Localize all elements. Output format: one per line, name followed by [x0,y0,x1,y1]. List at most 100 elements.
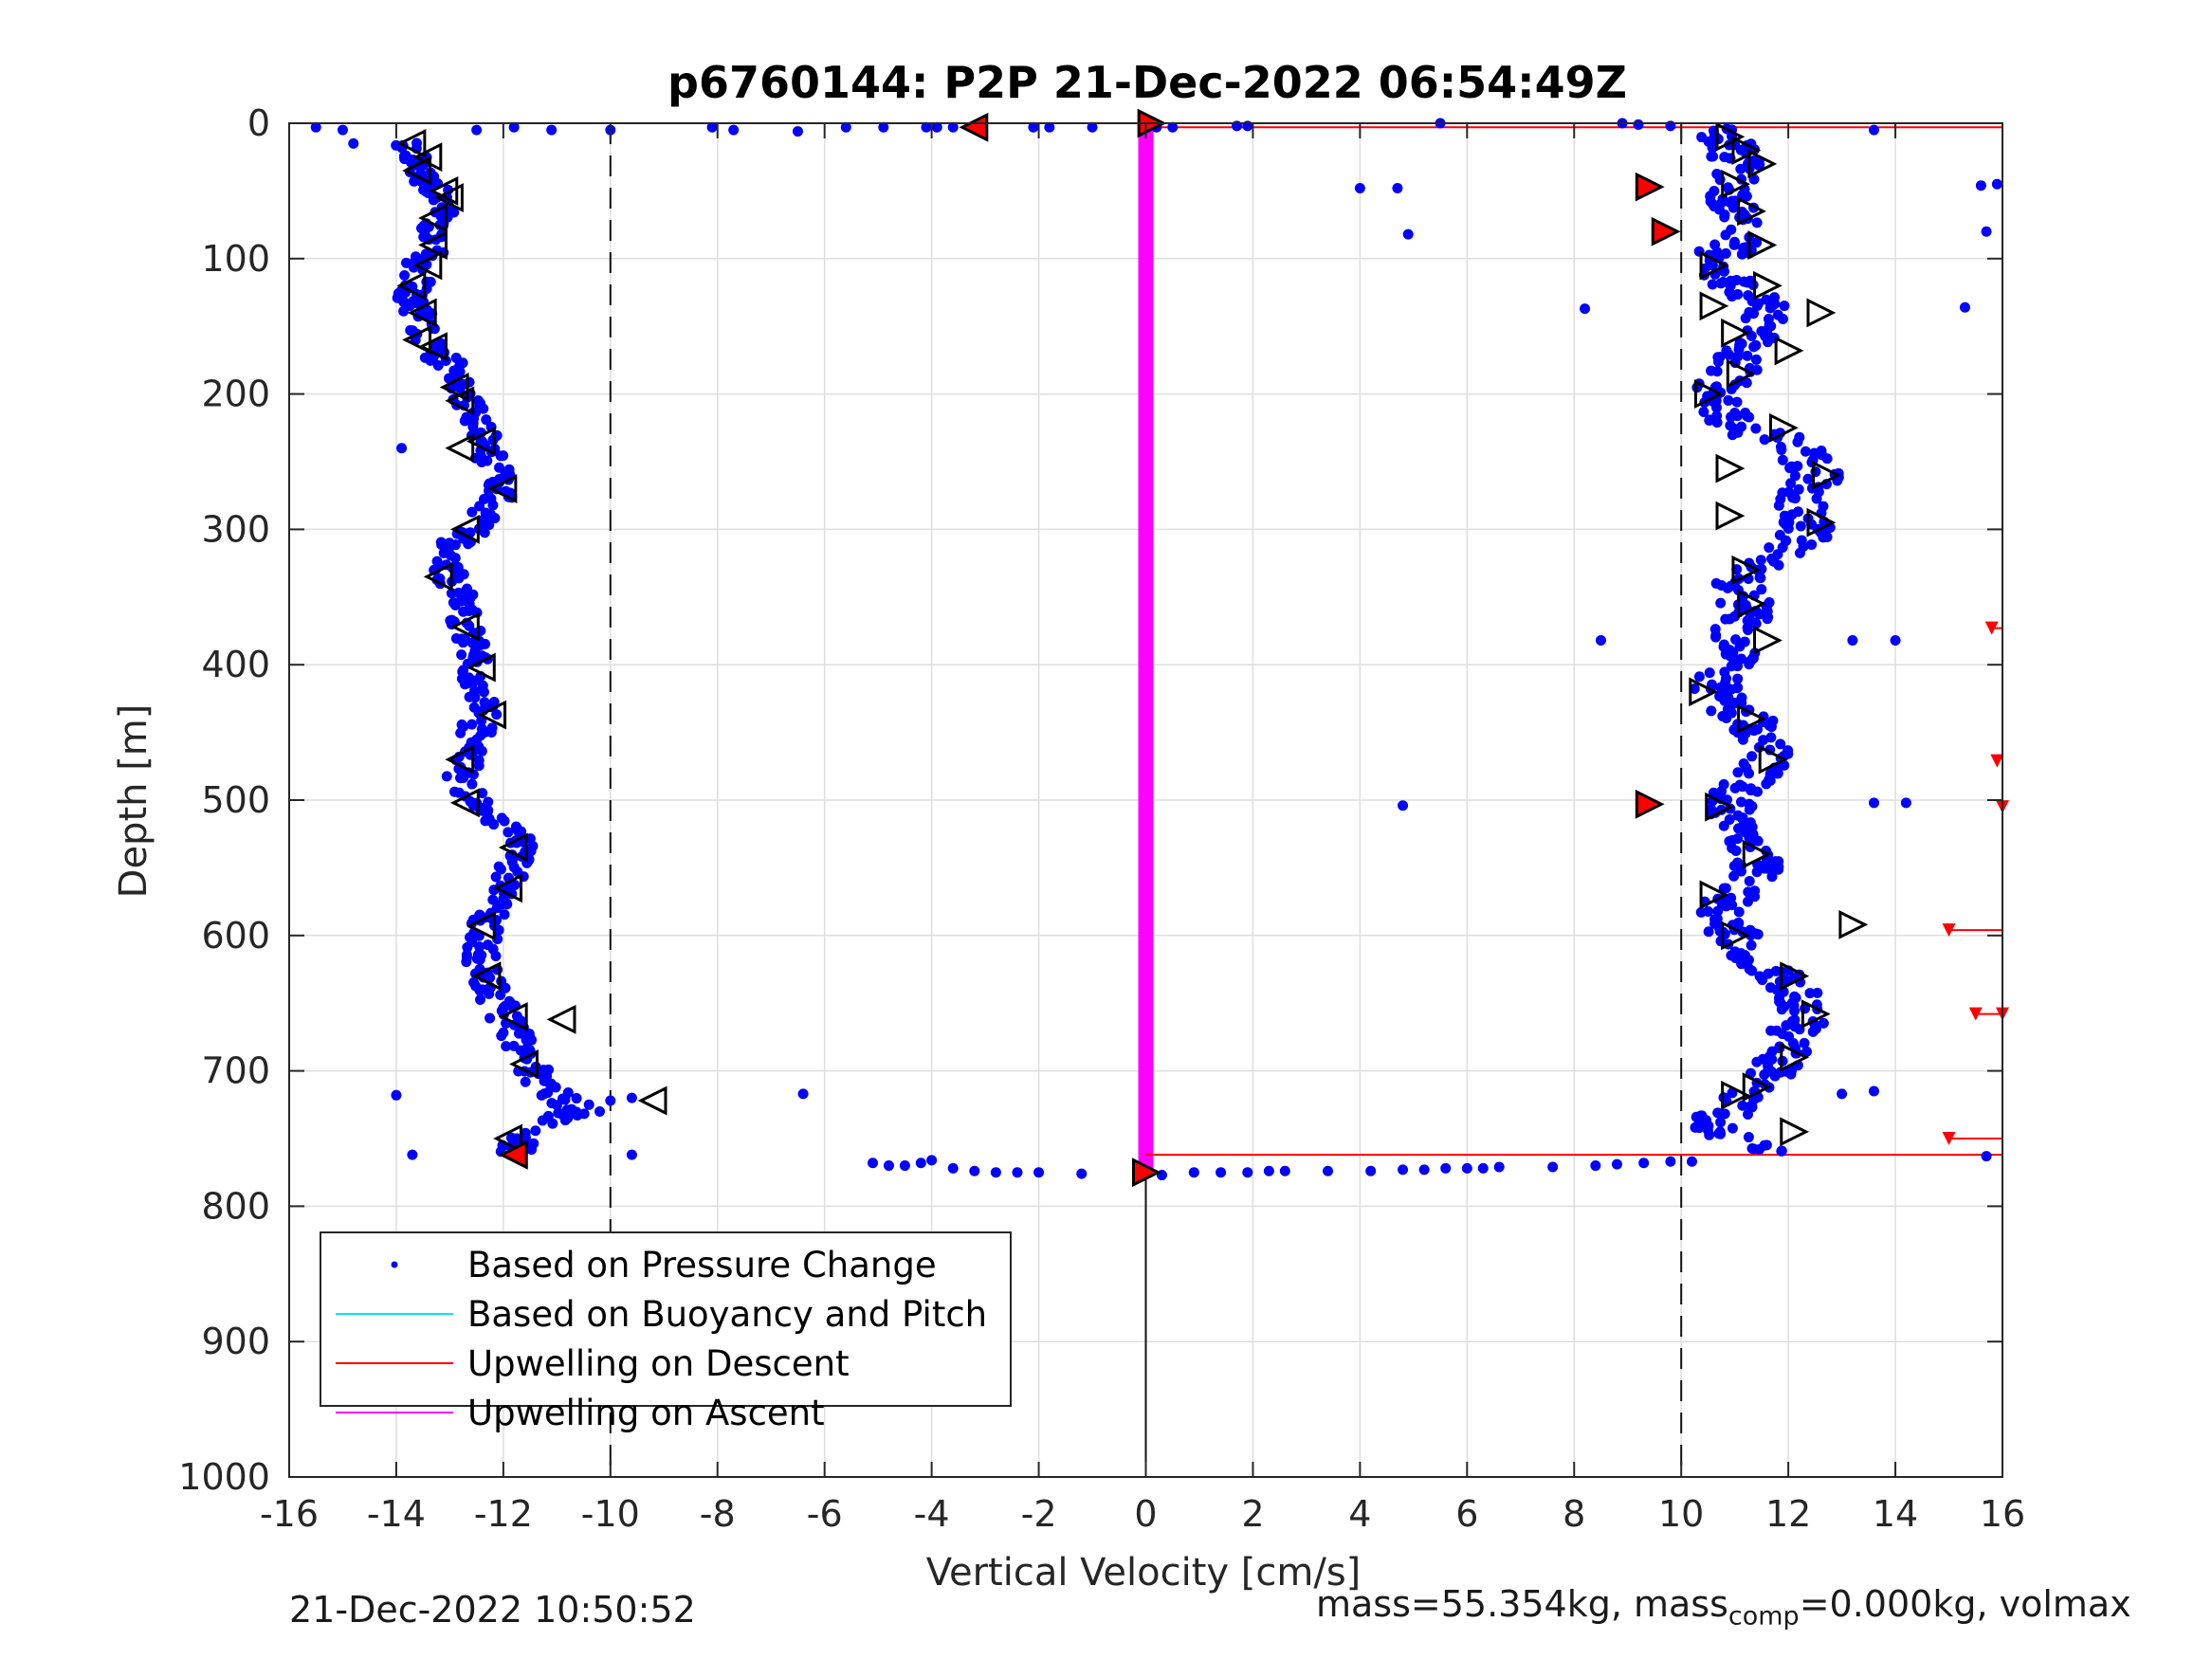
pressure-change-point [1744,306,1755,318]
pressure-change-point [1693,671,1705,683]
pressure-change-point [1720,613,1731,625]
pressure-change-point [1279,1165,1290,1176]
pressure-change-point [337,124,348,136]
pressure-change-point [1741,191,1752,202]
ascent-triangle-marker [1838,909,1869,939]
pressure-change-point [1693,1122,1705,1134]
descent-triangle-marker [439,373,469,402]
pressure-change-point [1731,396,1743,408]
descent-triangle-marker [402,155,432,186]
pressure-change-point [401,257,412,268]
descent-triangle-marker [637,1085,667,1116]
pressure-change-point [1746,1102,1758,1113]
pressure-change-point [1981,226,1992,237]
pressure-change-point [1736,692,1747,703]
pressure-change-point [478,518,489,529]
pressure-change-point [458,569,469,580]
descent-triangle-marker [471,961,502,992]
pressure-change-point [399,297,411,308]
pressure-change-point [990,1167,1001,1178]
ascent-triangle-marker [1693,379,1724,410]
pressure-change-point [1398,1164,1409,1176]
pressure-change-point [1742,350,1753,361]
legend-label: Upwelling on Ascent [467,1393,825,1433]
pressure-change-point [1959,301,1970,313]
pressure-change-point [1785,478,1797,489]
pressure-change-point [1777,1029,1788,1040]
descent-triangle-marker [412,142,443,173]
pressure-change-point [1709,239,1721,250]
y-tick-label: 1000 [178,1456,270,1498]
pressure-change-point [1772,768,1783,779]
pressure-change-point [1365,1165,1377,1176]
ascent-triangle-marker [1721,169,1751,199]
y-tick-label: 800 [201,1185,270,1227]
pressure-change-point [947,121,959,133]
pressure-change-point [1769,299,1781,310]
pressure-change-point [1759,434,1770,446]
pressure-change-point [1719,666,1730,678]
pressure-change-point [411,297,422,308]
descent-triangle-marker [418,332,448,362]
ascent-triangle-marker [1699,880,1729,910]
pressure-change-point [605,1095,616,1106]
pressure-change-point [396,443,408,454]
pressure-change-point [1751,237,1763,248]
pressure-change-point [840,121,851,133]
pressure-change-point [407,1149,418,1160]
pressure-change-point [1696,132,1708,143]
pressure-change-point [490,951,502,962]
pressure-change-point [1724,835,1735,847]
descent-triangle-marker-red [498,1139,528,1170]
pressure-change-point [461,411,472,423]
legend-label: Upwelling on Descent [467,1343,850,1384]
pressure-change-point [1580,303,1591,315]
legend-box [320,1231,1012,1407]
pressure-change-point [1398,800,1409,811]
pressure-change-point [1714,691,1726,702]
pressure-change-point [1735,163,1746,174]
pressure-change-point [1847,634,1858,646]
pressure-change-point [1796,535,1807,546]
x-tick-label: 2 [1241,1493,1264,1535]
pressure-change-point [1777,454,1788,465]
footer-timestamp: 21-Dec-2022 10:50:52 [289,1589,696,1631]
pressure-change-point [391,1089,402,1101]
pressure-change-point [1765,320,1777,332]
pressure-change-point [921,121,932,133]
pressure-change-point [421,276,432,287]
mass-suffix: =0.000kg, volmax [1799,1583,2131,1625]
x-tick-label: 4 [1348,1493,1371,1535]
pressure-change-point [1703,1121,1714,1132]
pressure-change-point [1789,1021,1801,1032]
pressure-change-point [1739,636,1750,647]
pressure-change-point [486,722,498,734]
descent-triangle-marker [493,873,523,903]
x-tick-label: 0 [1134,1493,1157,1535]
pressure-change-point [546,124,558,136]
pressure-change-point [502,899,513,910]
pressure-change-point [466,506,478,518]
pressure-change-point [594,1105,606,1117]
pressure-change-point [1750,354,1762,365]
ascent-triangle-marker [1801,999,1831,1030]
pressure-change-point [1775,738,1786,750]
pressure-change-point [792,126,803,137]
pressure-change-point [1714,199,1726,210]
pressure-change-point [487,894,499,905]
pressure-change-point [915,1158,926,1169]
pressure-change-point [571,1106,582,1118]
ascent-triangle-marker [1689,677,1719,707]
ascent-triangle-marker-red [1635,172,1665,202]
pressure-change-point [462,941,473,953]
pressure-change-point [477,680,488,691]
pressure-change-point [511,1133,522,1144]
x-tick-label: 6 [1455,1493,1478,1535]
pressure-change-point [1818,532,1829,543]
pressure-change-point [1821,453,1833,465]
pressure-change-point [1731,410,1743,422]
y-tick-label: 500 [201,779,270,821]
pressure-change-point [1734,949,1746,960]
pressure-change-point [1188,1167,1199,1178]
pressure-change-point [1724,814,1735,826]
